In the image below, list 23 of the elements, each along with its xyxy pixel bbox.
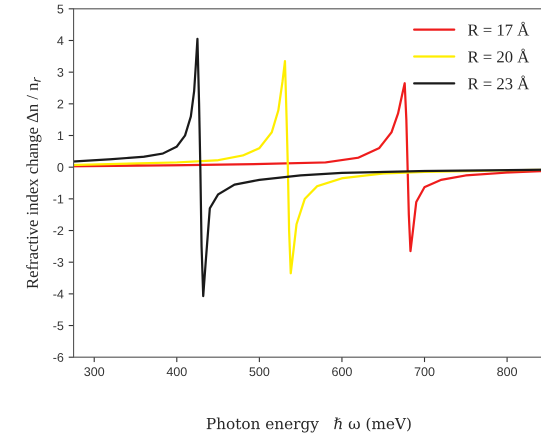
legend-label: R = 23 Å	[468, 76, 530, 90]
y-axis-title: Refractive index change Δn / n$_{r}$	[26, 76, 42, 289]
y-tick-label: -5	[53, 321, 64, 330]
legend-label: R = 17 Å	[468, 22, 530, 36]
y-tick-label: 3	[57, 68, 64, 77]
y-tick-label: 2	[58, 100, 64, 108]
y-tick-label: -2	[53, 226, 64, 236]
x-axis-title: Photon energy ℏ ω (meV)	[206, 417, 411, 432]
y-tick-label: 4	[57, 36, 64, 46]
x-tick-label: 800	[497, 367, 518, 376]
x-tick-label: 300	[84, 367, 104, 376]
y-tick-label: -1	[53, 194, 64, 204]
x-tick-label: 600	[332, 367, 352, 376]
y-tick-label: 0	[57, 162, 64, 172]
y-tick-label: -4	[53, 290, 64, 298]
y-tick-label: 5	[57, 4, 64, 14]
x-tick-label: 400	[166, 367, 187, 376]
x-tick-label: 500	[249, 367, 270, 376]
y-tick-label: 1	[58, 131, 64, 140]
legend-label: R = 20 Å	[468, 48, 530, 63]
x-tick-label: 700	[414, 367, 434, 376]
y-tick-label: -3	[53, 258, 64, 267]
y-tick-label: -6	[53, 353, 64, 362]
